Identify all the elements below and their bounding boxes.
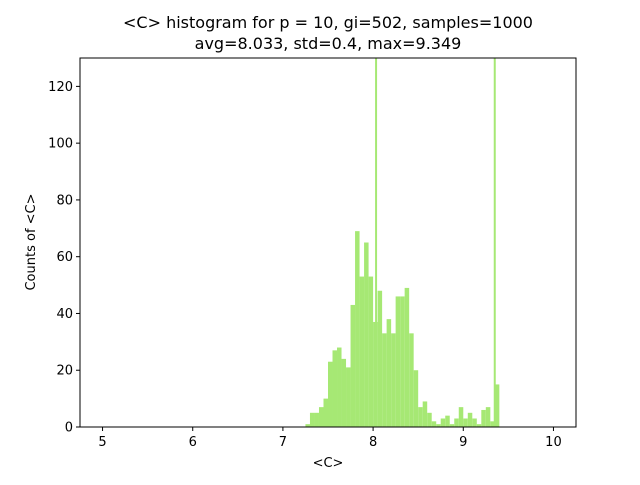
x-tick-label: 9 bbox=[459, 435, 467, 450]
y-tick-label: 80 bbox=[56, 193, 73, 208]
histogram-bar bbox=[346, 367, 351, 427]
histogram-bar bbox=[436, 424, 441, 427]
histogram-bar bbox=[332, 350, 338, 427]
bars-layer bbox=[305, 231, 500, 427]
histogram-bar bbox=[440, 418, 446, 427]
histogram-bar bbox=[350, 304, 356, 427]
histogram-bar bbox=[467, 412, 473, 427]
y-axis-label: Counts of <C> bbox=[24, 193, 39, 290]
histogram-bar bbox=[485, 407, 491, 427]
histogram-bar bbox=[413, 370, 419, 427]
histogram-bar bbox=[386, 319, 392, 427]
histogram-bar bbox=[355, 231, 360, 427]
histogram-bar bbox=[463, 418, 468, 427]
histogram-bar bbox=[454, 418, 459, 427]
histogram-bar bbox=[377, 290, 383, 427]
histogram-bar bbox=[494, 384, 500, 427]
histogram-bar bbox=[400, 296, 405, 427]
chart-title-line2: avg=8.033, std=0.4, max=9.349 bbox=[195, 34, 462, 53]
histogram-bar bbox=[318, 407, 324, 427]
histogram-bar bbox=[395, 296, 401, 427]
histogram-bar bbox=[364, 242, 369, 427]
histogram-bar bbox=[409, 333, 414, 427]
histogram-bar bbox=[382, 333, 387, 427]
y-tick-label: 40 bbox=[56, 307, 73, 322]
y-axis-ticks: 0 20 40 60 80 100 120 bbox=[48, 80, 80, 436]
histogram-bar bbox=[449, 424, 455, 427]
histogram-bar bbox=[341, 358, 347, 427]
histogram-bar bbox=[472, 418, 477, 427]
histogram-bar bbox=[422, 401, 428, 427]
histogram-bar bbox=[328, 361, 333, 427]
histogram-bar bbox=[481, 409, 486, 427]
histogram-bar bbox=[309, 412, 315, 427]
histogram-bar bbox=[368, 276, 374, 427]
histogram-bar bbox=[337, 347, 342, 427]
histogram-bar bbox=[404, 287, 410, 427]
chart-title-line1: <C> histogram for p = 10, gi=502, sample… bbox=[123, 13, 533, 32]
y-tick-label: 0 bbox=[65, 421, 73, 436]
histogram-bar bbox=[418, 407, 423, 427]
histogram-bar bbox=[431, 421, 437, 427]
x-tick-label: 5 bbox=[98, 435, 106, 450]
x-axis-ticks: 5 6 7 8 9 10 bbox=[98, 427, 562, 450]
histogram-bar bbox=[445, 415, 450, 427]
y-tick-label: 120 bbox=[48, 80, 73, 95]
x-tick-label: 6 bbox=[189, 435, 197, 450]
x-tick-label: 7 bbox=[279, 435, 287, 450]
histogram-bar bbox=[476, 424, 482, 427]
y-tick-label: 20 bbox=[56, 364, 73, 379]
x-tick-label: 10 bbox=[545, 435, 562, 450]
x-axis-label: <C> bbox=[313, 456, 344, 471]
plot-frame bbox=[79, 57, 577, 428]
histogram-bar bbox=[391, 333, 396, 427]
histogram-bar bbox=[305, 424, 310, 427]
vlines-layer bbox=[375, 58, 496, 427]
histogram-bar bbox=[427, 412, 432, 427]
y-tick-label: 60 bbox=[56, 250, 73, 265]
histogram-bar bbox=[490, 421, 495, 427]
y-tick-label: 100 bbox=[48, 137, 73, 152]
x-tick-label: 8 bbox=[369, 435, 377, 450]
histogram-bar bbox=[323, 398, 328, 427]
histogram-bar bbox=[359, 276, 365, 427]
histogram-bar bbox=[314, 412, 319, 427]
histogram-bar bbox=[458, 407, 464, 427]
